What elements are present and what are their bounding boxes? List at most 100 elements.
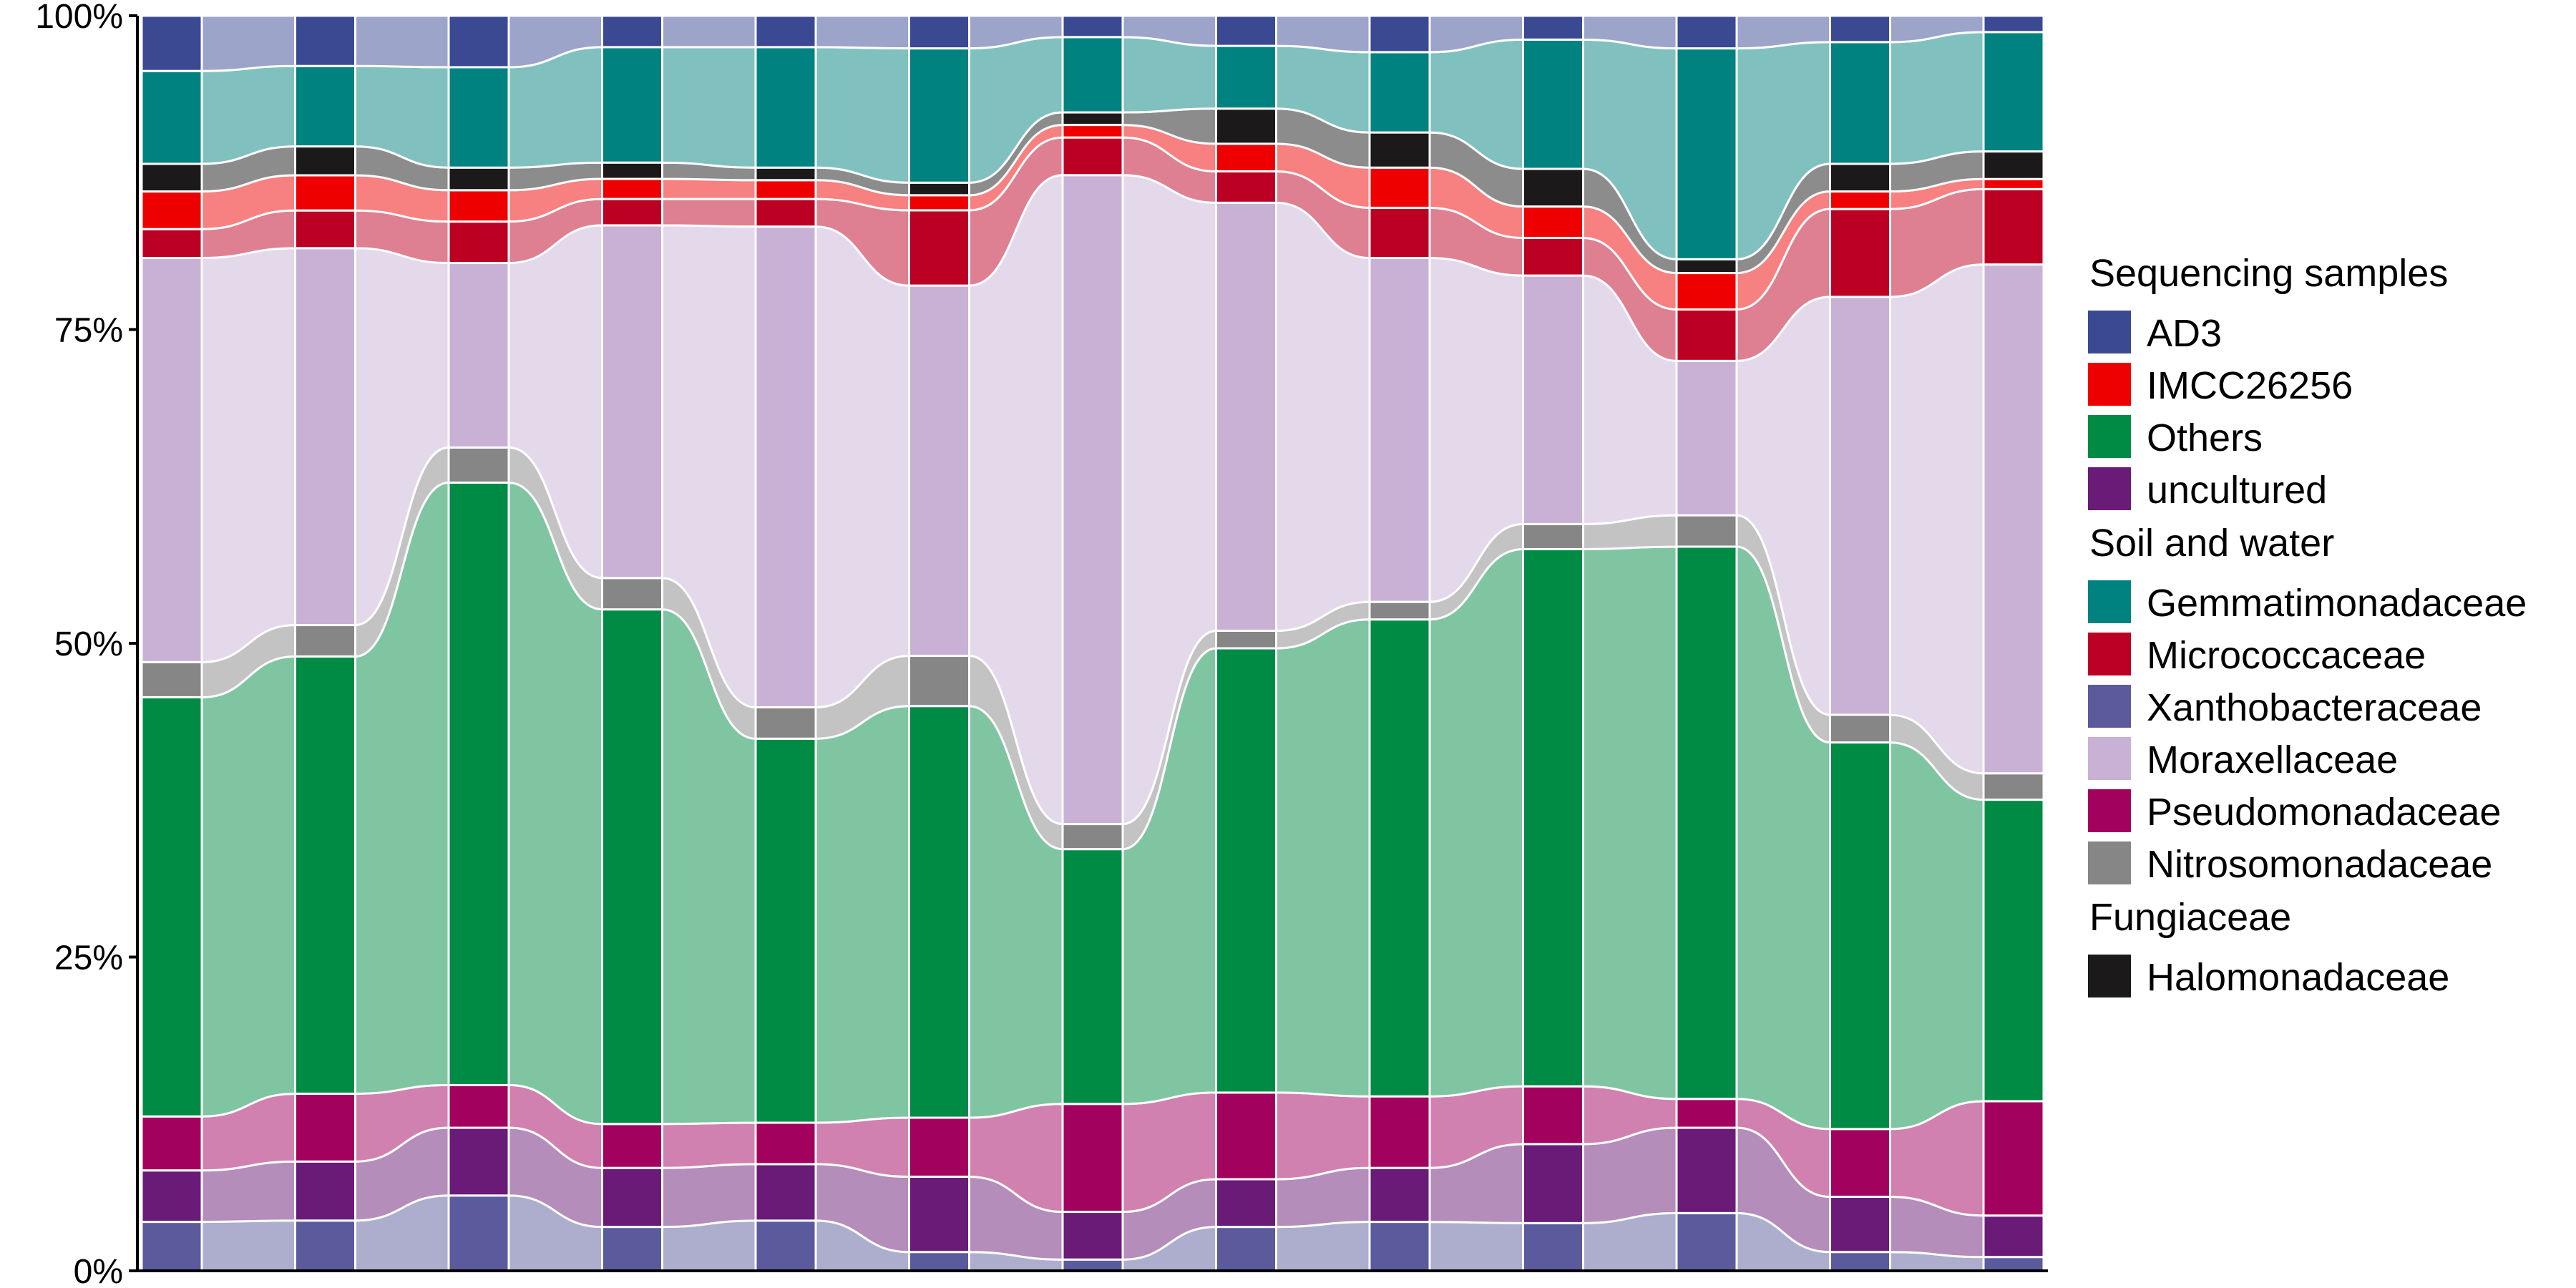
bar-segment-moraxellaceae-sample-8 <box>1215 201 1277 632</box>
bar-segment-pseudomonadaceae-sample-4 <box>601 1123 663 1169</box>
bar-segment-micrococcaceae-sample-4 <box>601 197 663 227</box>
flow-micrococcaceae-4-5 <box>661 197 757 228</box>
bar-segment-moraxellaceae-sample-3 <box>447 262 510 449</box>
y-tick-label: 50% <box>54 625 123 663</box>
bar-segment-nitrosomonadaceae-sample-9 <box>1368 600 1431 621</box>
flow-xanthobacteraceae-8-9 <box>1275 1221 1371 1272</box>
bar-segment-pseudomonadaceae-sample-3 <box>447 1083 510 1129</box>
bar-segment-uncultured-sample-13 <box>1982 1214 2045 1259</box>
legend-heading-fungiaceae: Fungiaceae <box>2089 896 2291 939</box>
bar-segment-xanthobacteraceae-sample-8 <box>1215 1226 1277 1272</box>
flow-others-1-2 <box>200 655 296 1118</box>
flow-pseudomonadaceae-4-5 <box>661 1121 757 1169</box>
bar-segment-imcc26256-sample-4 <box>601 177 663 200</box>
flow-gemmatimonadaceae-5-6 <box>814 46 910 184</box>
bar-segment-pseudomonadaceae-sample-2 <box>294 1092 356 1163</box>
bar-segment-uncultured-sample-8 <box>1215 1178 1277 1229</box>
bar-segment-moraxellaceae-sample-2 <box>294 247 356 627</box>
bar-segment-micrococcaceae-sample-1 <box>140 228 203 260</box>
bar-segment-xanthobacteraceae-sample-5 <box>754 1219 817 1272</box>
bar-segment-others-sample-4 <box>601 608 663 1126</box>
bar-segment-micrococcaceae-sample-12 <box>1829 208 1891 298</box>
bar-segment-moraxellaceae-sample-1 <box>140 257 203 663</box>
legend-label-micrococcaceae: Micrococcaceae <box>2147 634 2426 677</box>
legend-label-imcc26256: IMCC26256 <box>2147 364 2353 407</box>
bar-segment-uncultured-sample-7 <box>1061 1211 1124 1261</box>
bar-segment-ad3-sample-3 <box>447 14 510 69</box>
bar-segment-gemmatimonadaceae-sample-8 <box>1215 44 1277 110</box>
legend-swatch-moraxellaceae <box>2088 737 2131 780</box>
bar-segment-nitrosomonadaceae-sample-12 <box>1829 713 1891 744</box>
bar-segment-uncultured-sample-11 <box>1675 1126 1738 1214</box>
bar-segment-halomonadaceae-sample-1 <box>140 162 203 193</box>
bar-segment-others-sample-13 <box>1982 799 2045 1103</box>
flow-ad3-5-6 <box>814 14 910 50</box>
bar-segment-gemmatimonadaceae-sample-10 <box>1522 38 1584 170</box>
bar-segment-imcc26256-sample-1 <box>140 190 203 230</box>
bar-segment-uncultured-sample-4 <box>601 1166 663 1229</box>
bar-segment-halomonadaceae-sample-5 <box>754 166 817 182</box>
bar-segment-halomonadaceae-sample-13 <box>1982 150 2045 180</box>
bar-segment-xanthobacteraceae-sample-9 <box>1368 1221 1431 1272</box>
bar-segment-pseudomonadaceae-sample-5 <box>754 1121 817 1166</box>
bar-segment-nitrosomonadaceae-sample-11 <box>1675 514 1738 548</box>
bar-segment-imcc26256-sample-5 <box>754 179 817 200</box>
bar-segment-xanthobacteraceae-sample-6 <box>908 1251 970 1272</box>
bar-segment-nitrosomonadaceae-sample-1 <box>140 660 203 698</box>
flow-gemmatimonadaceae-7-8 <box>1121 36 1217 114</box>
bar-segment-gemmatimonadaceae-sample-6 <box>908 47 970 184</box>
legend-swatch-micrococcaceae <box>2088 633 2131 675</box>
legend-swatch-gemmatimonadaceae <box>2088 580 2131 623</box>
bar-segment-uncultured-sample-9 <box>1368 1166 1431 1224</box>
flow-gemmatimonadaceae-4-5 <box>661 46 757 169</box>
flow-others-8-9 <box>1275 618 1371 1098</box>
bar-segment-nitrosomonadaceae-sample-4 <box>601 577 663 611</box>
legend-label-halomonadaceae: Halomonadaceae <box>2147 956 2449 999</box>
bar-segment-gemmatimonadaceae-sample-7 <box>1061 36 1124 114</box>
flow-ad3-2-3 <box>354 14 450 69</box>
flow-imcc26256-4-5 <box>661 177 757 200</box>
bar-segment-xanthobacteraceae-sample-10 <box>1522 1221 1584 1272</box>
bar-segment-imcc26256-sample-13 <box>1982 177 2045 190</box>
bar-segment-uncultured-sample-10 <box>1522 1143 1584 1224</box>
bar-segment-ad3-sample-10 <box>1522 14 1584 41</box>
bar-segment-pseudomonadaceae-sample-1 <box>140 1115 203 1172</box>
flow-ad3-4-5 <box>661 14 757 49</box>
bar-segment-others-sample-5 <box>754 737 817 1124</box>
bar-segment-xanthobacteraceae-sample-4 <box>601 1226 663 1272</box>
legend-swatch-halomonadaceae <box>2088 955 2131 997</box>
legend: Sequencing samples AD3 IMCC26256 Others uncu… <box>2088 252 2527 999</box>
bar-segment-others-sample-1 <box>140 696 203 1118</box>
bar-segment-imcc26256-sample-9 <box>1368 166 1431 209</box>
bar-segment-imcc26256-sample-2 <box>294 174 356 212</box>
flow-pseudomonadaceae-8-9 <box>1275 1091 1371 1181</box>
bar-segment-halomonadaceae-sample-9 <box>1368 131 1431 169</box>
bar-segment-nitrosomonadaceae-sample-10 <box>1522 522 1584 550</box>
bar-segment-nitrosomonadaceae-sample-2 <box>294 624 356 658</box>
bar-segment-micrococcaceae-sample-9 <box>1368 206 1431 260</box>
bar-segment-ad3-sample-1 <box>140 14 203 72</box>
bar-segment-moraxellaceae-sample-7 <box>1061 174 1124 826</box>
bar-segment-pseudomonadaceae-sample-6 <box>908 1116 970 1178</box>
flow-xanthobacteraceae-9-10 <box>1428 1221 1524 1272</box>
bar-segment-gemmatimonadaceae-sample-12 <box>1829 41 1891 165</box>
bar-segment-pseudomonadaceae-sample-12 <box>1829 1128 1891 1199</box>
legend-label-ad3: AD3 <box>2147 312 2222 355</box>
bar-segment-ad3-sample-6 <box>908 14 970 50</box>
bar-segment-xanthobacteraceae-sample-13 <box>1982 1256 2045 1272</box>
bar-segment-ad3-sample-11 <box>1675 14 1738 50</box>
bar-segment-imcc26256-sample-8 <box>1215 142 1277 172</box>
bar-segment-halomonadaceae-sample-10 <box>1522 167 1584 208</box>
bar-segment-ad3-sample-9 <box>1368 14 1431 54</box>
legend-label-moraxellaceae: Moraxellaceae <box>2147 738 2398 781</box>
bar-segment-moraxellaceae-sample-4 <box>601 224 663 580</box>
bar-segment-ad3-sample-8 <box>1215 14 1277 47</box>
legend-heading-sequencing-samples: Sequencing samples <box>2089 252 2448 295</box>
bar-segment-pseudomonadaceae-sample-7 <box>1061 1103 1124 1214</box>
bar-segment-ad3-sample-12 <box>1829 14 1891 44</box>
bar-segment-nitrosomonadaceae-sample-8 <box>1215 629 1277 650</box>
bar-segment-xanthobacteraceae-sample-11 <box>1675 1211 1738 1272</box>
bar-segment-nitrosomonadaceae-sample-6 <box>908 655 970 708</box>
legend-swatch-others <box>2088 415 2131 458</box>
bar-segment-others-sample-2 <box>294 655 356 1095</box>
